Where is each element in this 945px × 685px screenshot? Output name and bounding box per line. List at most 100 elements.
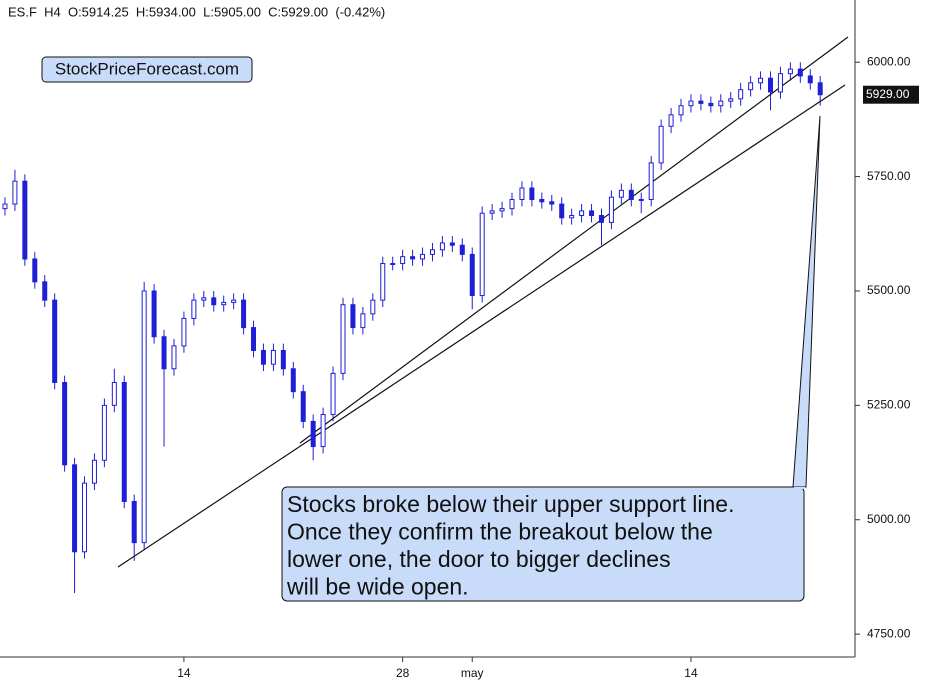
candle-body <box>678 105 684 116</box>
candle-body <box>111 381 117 406</box>
last-price-label: 5929.00 <box>866 87 910 101</box>
candle-body <box>420 253 426 260</box>
annotation-line: will be wide open. <box>286 574 469 600</box>
candle-body <box>738 89 744 100</box>
candle-body <box>12 180 18 205</box>
candle-body <box>638 198 644 201</box>
candle-body <box>52 299 58 383</box>
candle-body <box>569 214 575 219</box>
candle-body <box>101 404 107 461</box>
candle-body <box>479 212 485 297</box>
watermark: StockPriceForecast.com <box>55 59 239 78</box>
candle-body <box>608 196 614 223</box>
candle-body <box>251 327 257 351</box>
candle-body <box>82 482 88 553</box>
candle-body <box>688 100 694 107</box>
chart-title: ES.F H4 O:5914.25 H:5934.00 L:5905.00 C:… <box>8 4 385 19</box>
candle-body <box>589 210 595 216</box>
candle-body <box>698 100 704 104</box>
candle-body <box>32 258 38 283</box>
candle-body <box>260 349 266 365</box>
last-price-box <box>863 85 919 104</box>
candle-body <box>559 203 565 219</box>
candle-body <box>648 162 654 200</box>
annotation-line: lower one, the door to bigger declines <box>287 546 671 572</box>
y-tick-label: 5000.00 <box>867 512 911 526</box>
candle-body <box>91 459 97 484</box>
candle-body <box>42 281 48 301</box>
x-tick-label: may <box>461 666 484 680</box>
annotation-line: Once they confirm the breakout below the <box>287 519 713 545</box>
candle-body <box>141 290 147 544</box>
candle-body <box>429 249 435 255</box>
candle-body <box>2 203 8 210</box>
candle-body <box>758 77 764 84</box>
candle-body <box>767 77 773 93</box>
candle-body <box>270 349 276 365</box>
callout-box <box>281 486 805 602</box>
candle-body <box>410 256 416 260</box>
candle-body <box>280 349 286 370</box>
candle-body <box>211 297 217 306</box>
candle-body <box>499 208 505 212</box>
candle-body <box>529 187 535 200</box>
candle-body <box>728 98 734 102</box>
candle-body <box>360 313 366 329</box>
x-tick-label: 28 <box>396 666 410 680</box>
candle-body <box>221 301 227 306</box>
candle-body <box>509 198 515 210</box>
candle-body <box>62 381 68 466</box>
candle-body <box>469 253 475 297</box>
candle-body <box>330 372 336 416</box>
x-tick-label: 14 <box>684 666 698 680</box>
candle-body <box>807 75 813 84</box>
candle-body <box>539 198 545 203</box>
candle-body <box>708 102 714 107</box>
candle-body <box>370 299 376 315</box>
candle-body <box>380 263 386 301</box>
candle-body <box>131 500 137 544</box>
candle-body <box>598 214 604 223</box>
candle-body <box>201 297 207 301</box>
candle-body <box>658 125 664 164</box>
candle-body <box>121 381 127 502</box>
candle-body <box>549 201 555 205</box>
candle-body <box>439 242 445 251</box>
lower-trendline <box>117 84 846 568</box>
candle-body <box>449 242 455 246</box>
candle-body <box>787 68 793 75</box>
y-tick-label: 5250.00 <box>867 398 911 412</box>
candle-body <box>489 210 495 214</box>
upper-trendline <box>299 36 849 444</box>
candle-body <box>628 189 634 200</box>
candle-body <box>161 336 167 370</box>
candle-body <box>22 180 28 260</box>
candle-body <box>390 263 396 266</box>
candle-body <box>171 345 177 370</box>
candle-body <box>72 464 78 553</box>
y-tick-label: 5750.00 <box>867 169 911 183</box>
y-tick-label: 4750.00 <box>867 626 911 640</box>
candle-body <box>668 114 674 127</box>
candle-body <box>340 304 346 374</box>
candle-body <box>191 299 197 319</box>
watermark-box <box>41 56 253 83</box>
candle-body <box>151 290 157 338</box>
candle-body <box>797 68 803 77</box>
annotation-line: Stocks broke below their upper support l… <box>287 491 734 517</box>
y-tick-label: 5500.00 <box>867 283 911 297</box>
candle-body <box>718 100 724 107</box>
y-tick-label: 6000.00 <box>867 54 911 68</box>
candle-body <box>241 299 247 329</box>
candle-body <box>579 210 585 216</box>
candle-body <box>777 73 783 93</box>
candle-body <box>400 256 406 265</box>
candle-body <box>350 304 356 329</box>
candle-body <box>310 420 316 448</box>
candle-body <box>519 187 525 200</box>
candle-body <box>320 414 326 448</box>
candle-body <box>817 82 823 96</box>
x-tick-label: 14 <box>177 666 191 680</box>
